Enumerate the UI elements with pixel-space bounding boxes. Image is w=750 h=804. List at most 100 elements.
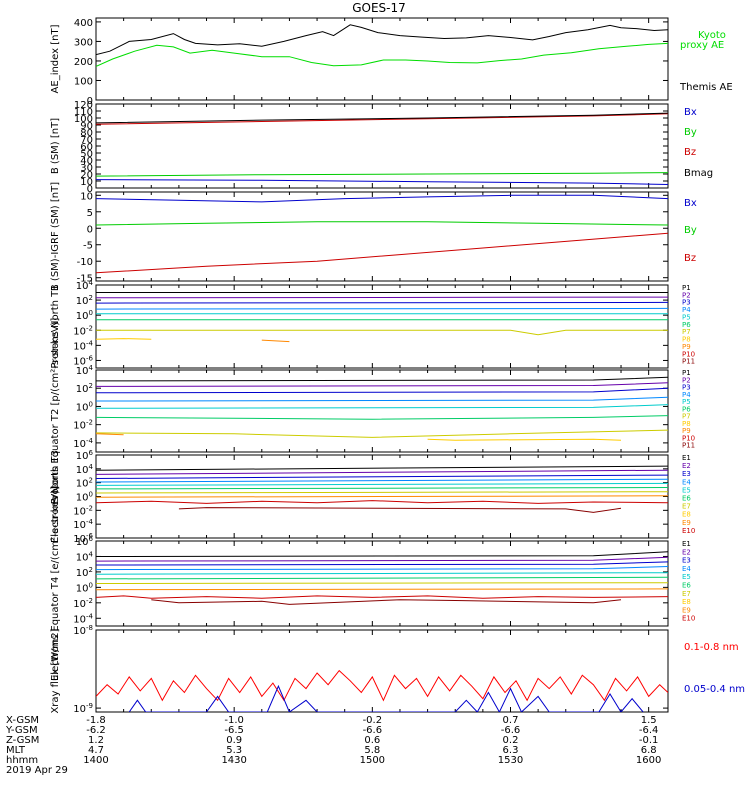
footer-value: -0.1 [639, 735, 659, 746]
legend-label: Bz [684, 253, 696, 264]
y-tick-label: 10 [80, 191, 93, 202]
footer-row-label: 2019 Apr 29 [6, 765, 68, 776]
series-group [96, 376, 668, 441]
legend-label: E7 [682, 503, 691, 511]
footer-row-label: Y-GSM [5, 725, 38, 736]
y-tick-label: 120 [74, 100, 93, 111]
y-tick-exponent: -8 [86, 624, 93, 632]
legend-label: P1 [682, 284, 691, 292]
panel-8: 10-9 10-8 Xray flux [W/m2] 0.1-0.8 nm 0.05-0… [50, 624, 745, 715]
series-line-bx [96, 194, 668, 203]
legend-label: P8 [682, 336, 691, 344]
legend-label: E9 [682, 606, 691, 614]
series-line-e9 [96, 595, 668, 599]
series-line-p7 [96, 329, 668, 336]
legend-label: P11 [682, 358, 695, 366]
series-line-e10 [151, 599, 622, 605]
footer-value: -6.6 [363, 725, 383, 736]
y-tick-exponent: 0 [89, 309, 93, 317]
y-axis-label: AE_index [nT] [50, 24, 61, 93]
y-tick-label: 104 [76, 364, 94, 377]
series-line-e3 [96, 561, 668, 566]
y-tick-label: 102 [76, 566, 93, 579]
y-tick-label: 100 [74, 114, 93, 125]
legend-label: P4 [682, 306, 691, 314]
y-tick-label: 100 [74, 76, 93, 87]
legend-label: E3 [682, 557, 691, 565]
series-line-p1 [96, 376, 668, 382]
y-tick-exponent: -4 [86, 339, 94, 347]
series-line-p3 [96, 301, 668, 304]
series-line-e6 [96, 576, 668, 580]
y-tick-label: 70 [80, 135, 93, 146]
y-tick-label: 10-2 [73, 324, 93, 337]
series-line-e8 [96, 588, 668, 591]
legend-label: P9 [682, 343, 691, 351]
footer-value: -6.6 [501, 725, 521, 736]
y-tick-label: 10-9 [73, 702, 93, 715]
y-tick-label: 90 [80, 121, 93, 132]
legend-label: E5 [682, 573, 691, 581]
legend-label: P7 [682, 328, 691, 336]
footer-value: -1.8 [86, 715, 106, 726]
y-tick-exponent: -2 [86, 324, 93, 332]
series-line-e8 [96, 495, 668, 498]
footer-value: -1.0 [224, 715, 244, 726]
legend-label: P3 [682, 299, 691, 307]
series-group [96, 194, 668, 274]
y-tick-label: 100 [76, 309, 93, 322]
y-tick-label: 106 [76, 535, 94, 548]
y-tick-label: 102 [76, 294, 93, 307]
series-line-p9 [261, 339, 290, 343]
y-tick-exponent: -4 [86, 612, 94, 620]
y-tick-exponent: -2 [86, 504, 93, 512]
y-axis-label: B (SM)-IGRF (SM) [nT] [50, 182, 61, 291]
series-line-p3 [96, 387, 668, 394]
series-line-e1 [96, 551, 668, 557]
y-tick-label: 102 [76, 477, 93, 490]
series-line-e7 [96, 582, 668, 584]
series-line-p5 [96, 404, 668, 409]
legend-label: Bx [684, 198, 697, 209]
y-tick-label: 80 [80, 128, 93, 139]
y-axis-label: Electrons Equator T4 [e/(cm²-s-sr-keV)] [50, 486, 61, 681]
y-tick-label: 10-4 [73, 339, 93, 352]
y-tick-label: 104 [76, 279, 94, 292]
plot-title: GOES-17 [352, 1, 406, 15]
legend-label: 0.1-0.8 nm [684, 642, 739, 653]
y-tick-label: 104 [76, 550, 94, 563]
legend-label: P5 [682, 313, 691, 321]
legend-label: P1 [682, 369, 691, 377]
y-tick-exponent: 2 [89, 382, 93, 390]
footer-value: 1430 [221, 755, 246, 766]
footer-value: 0.6 [364, 735, 380, 746]
y-tick-exponent: 4 [89, 550, 94, 558]
legend-label: E3 [682, 470, 691, 478]
footer-value: 4.7 [88, 745, 104, 756]
series-line-bz [96, 232, 668, 274]
legend-label: P5 [682, 398, 691, 406]
legend-label: E8 [682, 598, 691, 606]
legend-label: P8 [682, 420, 691, 428]
footer-value: 1600 [636, 755, 661, 766]
footer-value: 1.2 [88, 735, 104, 746]
y-tick-label: 0 [87, 184, 93, 195]
y-tick-label: 10-4 [73, 437, 93, 450]
legend-label: P6 [682, 405, 691, 413]
y-tick-label: 106 [76, 449, 94, 462]
y-axis-label: Electrons North T3 [50, 450, 61, 543]
legend-label: Bz [684, 147, 696, 158]
series-line-p8 [96, 338, 152, 340]
legend-label: P7 [682, 413, 691, 421]
y-axis-label: Protons Equator T2 [p/(cm²-s-sr-keV)] [50, 318, 61, 505]
series-line-themis-ae [96, 24, 668, 56]
footer-value: 6.3 [503, 745, 519, 756]
legend-label: E4 [682, 478, 691, 486]
series-line-bx [96, 179, 668, 185]
y-tick-label: 0 [87, 96, 93, 107]
